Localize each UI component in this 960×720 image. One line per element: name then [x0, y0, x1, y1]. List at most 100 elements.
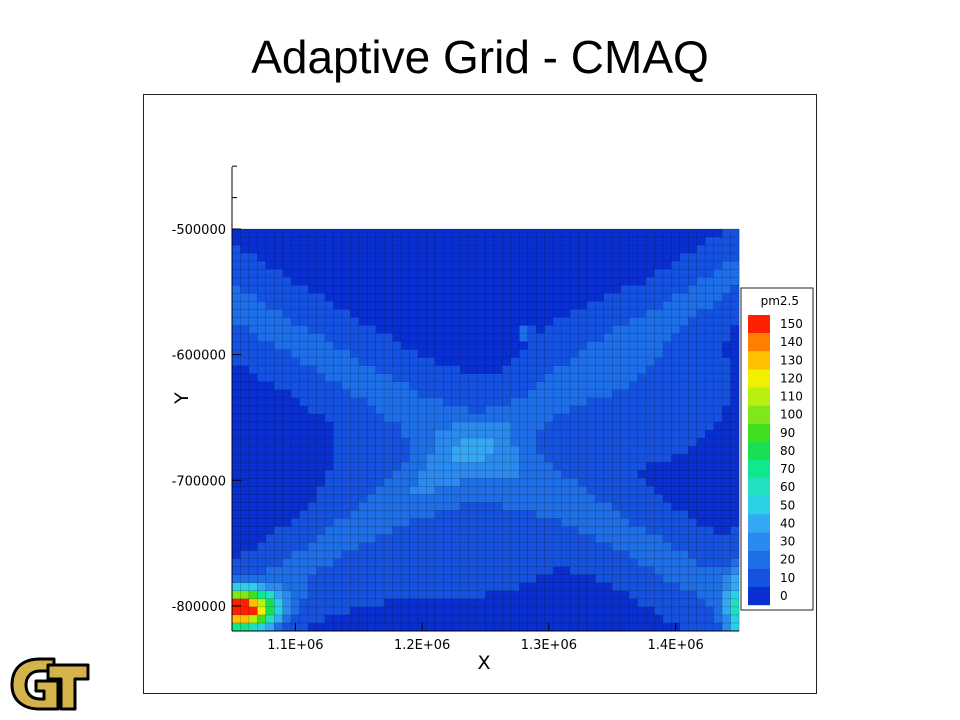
heatmap-cell [299, 285, 309, 294]
heatmap-cell [688, 542, 698, 551]
heatmap-cell [654, 269, 664, 278]
heatmap-cell [612, 462, 621, 471]
heatmap-cell [637, 309, 647, 318]
heatmap-cell [392, 566, 402, 576]
heatmap-cell [654, 614, 664, 624]
heatmap-cell [722, 277, 731, 286]
heatmap-cell [367, 462, 376, 471]
heatmap-cell [477, 245, 486, 254]
heatmap-cell [316, 430, 326, 439]
heatmap-cell [502, 566, 512, 576]
heatmap-cell [493, 341, 503, 350]
heatmap-cell [603, 285, 613, 294]
heatmap-cell [443, 606, 452, 616]
heatmap-cell [553, 550, 562, 559]
heatmap-cell [519, 590, 529, 600]
heatmap-cell [722, 462, 731, 471]
heatmap-cell [502, 269, 512, 278]
heatmap-cell [426, 622, 436, 632]
heatmap-cell [730, 470, 740, 479]
heatmap-cell [248, 357, 258, 366]
heatmap-cell [265, 421, 275, 431]
heatmap-cell [688, 253, 698, 262]
heatmap-cell [671, 614, 681, 624]
heatmap-cell [688, 606, 698, 616]
heatmap-cell [358, 478, 368, 487]
heatmap-cell [654, 405, 664, 415]
heatmap-cell [612, 301, 621, 310]
heatmap-cell [401, 614, 410, 624]
heatmap-cell [586, 526, 596, 535]
heatmap-cell [671, 598, 681, 608]
heatmap-cell [282, 614, 292, 624]
heatmap-cell [502, 261, 512, 270]
heatmap-cell [713, 293, 723, 302]
heatmap-cell [384, 269, 393, 278]
heatmap-cell [502, 430, 512, 439]
heatmap-cell [308, 373, 317, 383]
heatmap-cell [722, 478, 731, 487]
heatmap-cell [570, 317, 579, 326]
heatmap-cell [561, 598, 571, 608]
heatmap-cell [265, 558, 275, 567]
heatmap-cell [620, 381, 630, 391]
heatmap-cell [451, 430, 461, 439]
heatmap-cell [544, 253, 554, 262]
heatmap-cell [291, 381, 300, 391]
heatmap-cell [544, 389, 554, 399]
heatmap-cell [350, 622, 360, 632]
heatmap-cell [434, 285, 444, 294]
heatmap-cell [240, 598, 250, 608]
heatmap-cell [544, 325, 554, 334]
heatmap-cell [274, 486, 283, 495]
heatmap-cell [265, 277, 275, 286]
heatmap-cell [646, 470, 655, 479]
heatmap-cell [451, 534, 461, 543]
heatmap-cell [358, 558, 368, 567]
heatmap-cell [324, 237, 334, 246]
heatmap-cell [595, 542, 605, 551]
heatmap-cell [519, 381, 529, 391]
heatmap-cell [417, 357, 427, 366]
heatmap-cell [401, 510, 410, 519]
heatmap-cell [519, 325, 529, 334]
heatmap-cell [248, 534, 258, 543]
heatmap-cell [248, 614, 258, 624]
heatmap-cell [434, 590, 444, 600]
heatmap-cell [417, 397, 427, 407]
heatmap-cell [561, 430, 571, 439]
heatmap-cell [375, 550, 385, 559]
heatmap-cell [451, 510, 461, 519]
heatmap-cell [485, 574, 495, 584]
heatmap-cell [646, 277, 655, 286]
heatmap-cell [291, 614, 300, 624]
heatmap-cell [316, 349, 326, 358]
heatmap-cell [392, 405, 402, 415]
heatmap-cell [696, 566, 706, 576]
heatmap-cell [426, 333, 436, 342]
heatmap-cell [299, 229, 309, 238]
heatmap-cell [401, 373, 410, 383]
heatmap-cell [468, 518, 478, 527]
heatmap-cell [536, 293, 545, 302]
heatmap-cell [341, 413, 351, 423]
heatmap-cell [578, 486, 588, 495]
heatmap-cell [544, 285, 554, 294]
heatmap-cell [358, 301, 368, 310]
heatmap-cell [358, 293, 368, 302]
heatmap-cell [265, 574, 275, 584]
heatmap-cell [510, 317, 520, 326]
heatmap-cell [358, 397, 368, 407]
heatmap-cell [333, 373, 343, 383]
heatmap-cell [637, 413, 647, 423]
heatmap-cell [384, 325, 393, 334]
heatmap-cell [485, 598, 495, 608]
heatmap-cell [257, 277, 267, 286]
heatmap-cell [654, 245, 664, 254]
heatmap-cell [350, 478, 360, 487]
heatmap-cell [291, 421, 300, 431]
heatmap-cell [536, 454, 545, 463]
heatmap-cell [384, 301, 393, 310]
heatmap-cell [637, 614, 647, 624]
heatmap-cell [696, 574, 706, 584]
